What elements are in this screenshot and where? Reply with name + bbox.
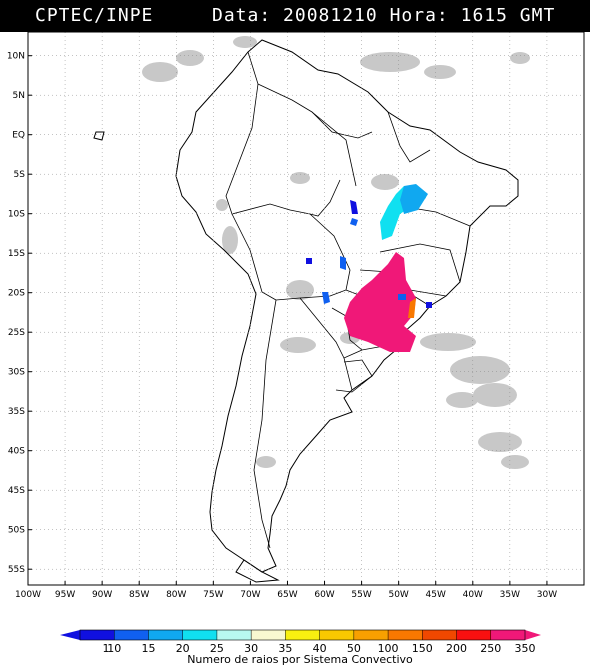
lat-tick-label: 20S: [8, 289, 25, 299]
latitude-ticks: 10N 5N EQ 5S 10S 15S 20S 25S 30S 35S 40S 45S 50S 55S: [7, 52, 32, 575]
color-scale-swatch: [285, 630, 321, 640]
color-scale-swatch: [388, 630, 423, 640]
color-scale-bar: [60, 629, 541, 641]
lat-tick-label: 30S: [8, 368, 25, 378]
map-header: CPTEC/INPE Data: 20081210 Hora: 1615 GMT: [0, 0, 590, 32]
lon-tick-label: 95W: [55, 590, 75, 600]
lat-tick-label: 50S: [8, 526, 25, 536]
lat-tick-label: 25S: [8, 328, 25, 338]
color-scale-tick-label: 15: [141, 642, 155, 653]
lon-tick-label: 55W: [351, 590, 371, 600]
lat-tick-label: 35S: [8, 407, 25, 417]
lon-tick-label: 80W: [166, 590, 186, 600]
lat-tick-label: 5S: [14, 170, 26, 180]
lat-tick-label: 40S: [8, 447, 25, 457]
map-frame: [27, 31, 585, 586]
lat-tick-label: 10N: [7, 52, 25, 62]
lat-tick-label: 10S: [8, 210, 25, 220]
color-scale-high-arrow: [525, 630, 541, 640]
country-borders: [225, 51, 471, 549]
lon-tick-label: 45W: [426, 590, 446, 600]
coastlines: [93, 39, 519, 583]
source-label: CPTEC/INPE: [35, 5, 154, 26]
lon-tick-label: 65W: [277, 590, 297, 600]
color-scale-tick-label: 1: [103, 642, 110, 653]
lightning-map: 10N5NEQ5S10S15S20S25S30S35S40S45S50S55S …: [7, 31, 585, 600]
color-scale-tick-label: 50: [347, 642, 361, 653]
color-scale-tick-label: 100: [378, 642, 399, 653]
lat-tick-label: 15S: [8, 249, 25, 259]
color-scale-tick-label: 20: [176, 642, 190, 653]
color-scale-swatch: [216, 630, 252, 640]
time-label: Hora:: [389, 5, 449, 26]
lat-tick-label: 55S: [8, 565, 25, 575]
date-label: Data:: [212, 5, 272, 26]
color-scale-swatch: [251, 630, 286, 640]
color-scale-tick-label: 30: [244, 642, 258, 653]
lat-tick-label: 45S: [8, 486, 25, 496]
color-scale-tick-label: 35: [278, 642, 292, 653]
color-scale-tick-label: 350: [515, 642, 536, 653]
color-scale-swatch: [148, 630, 184, 640]
color-scale-swatch: [114, 630, 149, 640]
timestamp: Data: 20081210 Hora: 1615 GMT: [212, 0, 555, 32]
color-scale-ticks: 110 15 20 25 30 35 40 50 100 150 200 250 350: [103, 630, 536, 653]
time-value: 1615 GMT: [460, 5, 556, 26]
color-scale: 110 15 20 25 30 35 40 50 100 150 200 250 350: [60, 629, 541, 653]
lat-tick-label: EQ: [12, 131, 25, 141]
cloud-cover: [142, 36, 530, 469]
lon-tick-label: 35W: [500, 590, 520, 600]
color-scale-tick-label: 40: [313, 642, 327, 653]
longitude-ticks: 100W 95W 90W 85W 80W 75W 70W 65W 60W 55W 50W 45W 40W…: [15, 581, 557, 600]
lon-tick-label: 60W: [314, 590, 334, 600]
date-value: 20081210: [283, 5, 378, 26]
color-scale-tick-label: 150: [412, 642, 433, 653]
color-scale-swatch: [182, 630, 218, 640]
color-scale-swatch: [456, 630, 492, 640]
color-scale-swatch: [80, 630, 115, 640]
color-scale-tick-label: 250: [480, 642, 501, 653]
lon-tick-label: 85W: [129, 590, 149, 600]
color-scale-swatch: [490, 630, 526, 640]
color-scale-tick-label: 200: [446, 642, 467, 653]
lon-tick-label: 40W: [463, 590, 483, 600]
color-scale-border: [79, 629, 526, 641]
color-scale-swatch: [422, 630, 457, 640]
color-scale-tick-label: 10: [107, 642, 121, 653]
color-scale-tick-label: 25: [210, 642, 224, 653]
color-scale-swatch: [353, 630, 389, 640]
lon-tick-label: 75W: [203, 590, 223, 600]
graticule: [28, 32, 584, 585]
convective-systems: [306, 184, 432, 352]
lon-tick-label: 30W: [537, 590, 557, 600]
color-scale-low-arrow: [60, 630, 80, 640]
color-scale-swatch: [319, 630, 355, 640]
lon-tick-label: 90W: [92, 590, 112, 600]
color-scale-title: Numero de raios por Sistema Convectivo: [187, 653, 413, 666]
lon-tick-label: 100W: [15, 590, 41, 600]
lon-tick-label: 50W: [388, 590, 408, 600]
lat-tick-label: 5N: [13, 91, 25, 101]
lon-tick-label: 70W: [240, 590, 260, 600]
